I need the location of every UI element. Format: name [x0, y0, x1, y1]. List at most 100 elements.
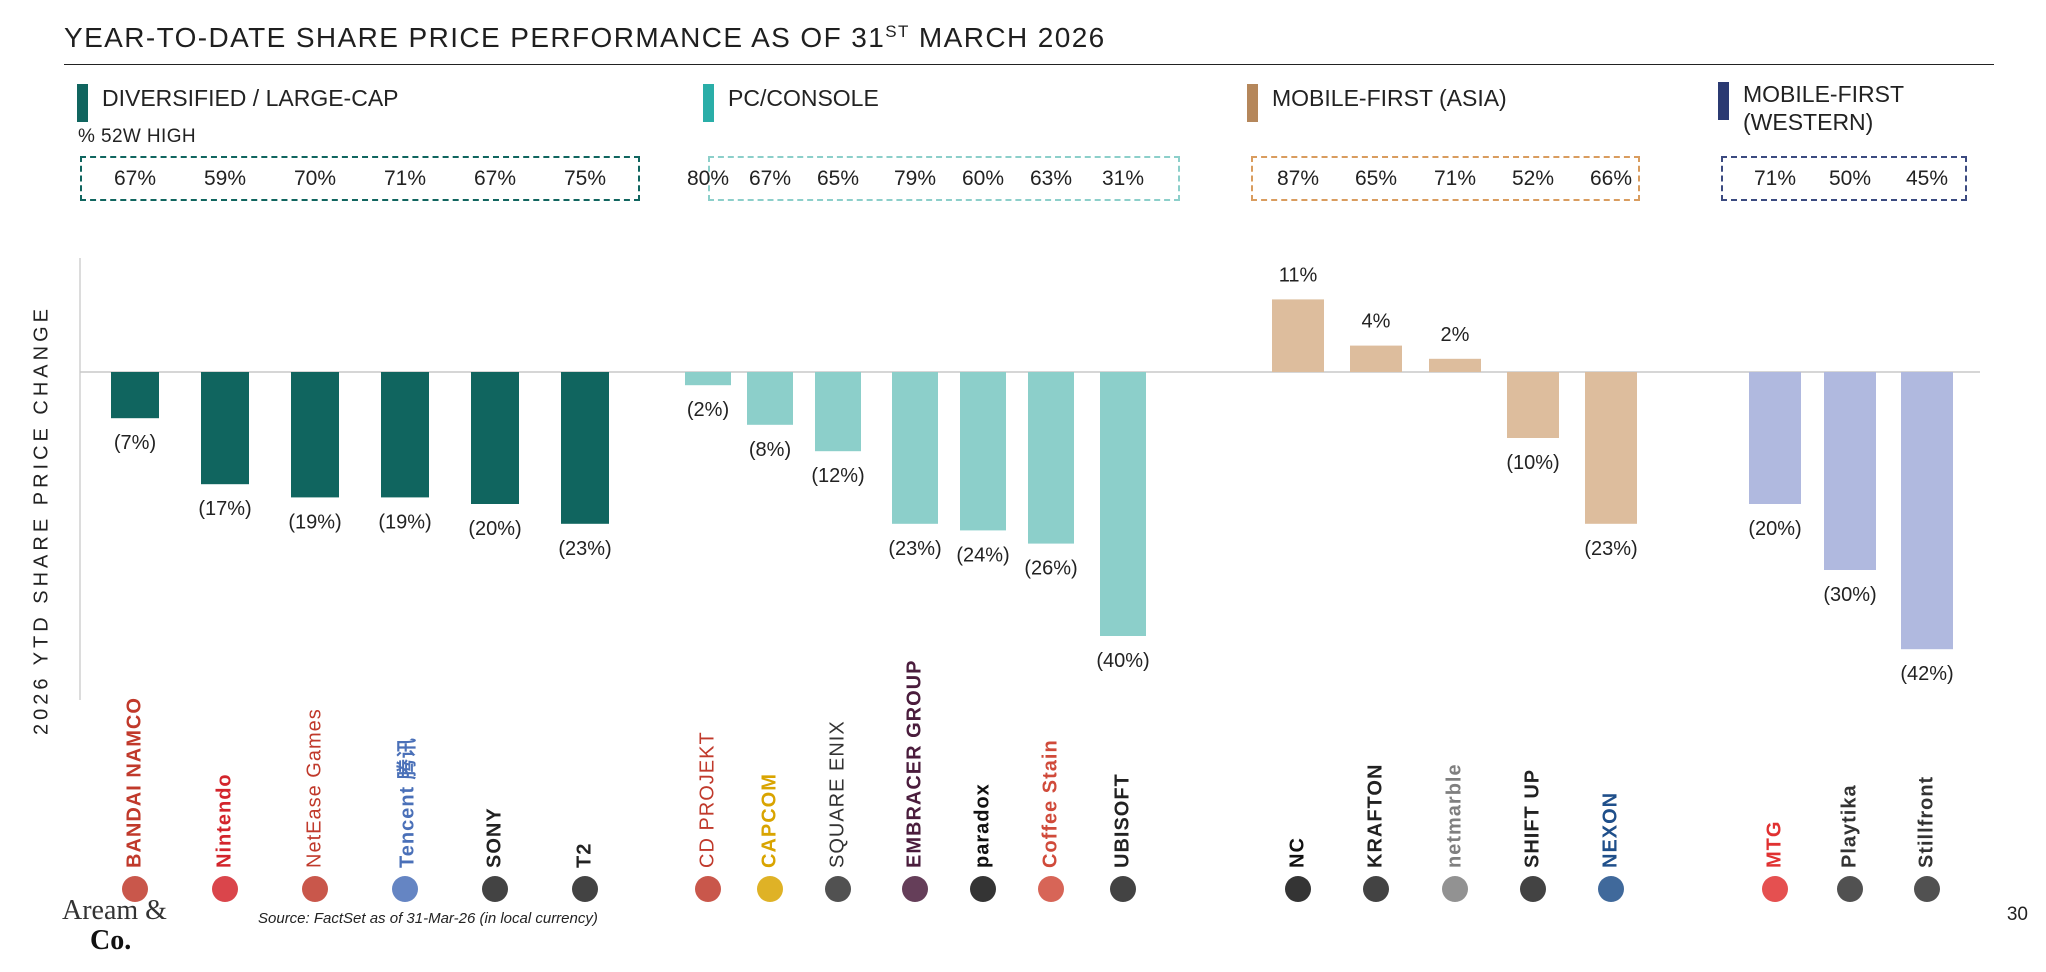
group-swatch-mobile-western	[1718, 82, 1729, 120]
logo-wordmark: Stillfront	[1915, 775, 1938, 868]
bar-18	[1749, 372, 1801, 504]
pct-52w-high-value: 80%	[686, 167, 730, 190]
group-label-diversified: DIVERSIFIED / LARGE-CAP	[102, 85, 399, 111]
pct-52w-high-value: 71%	[1753, 167, 1797, 190]
data-label-10: (24%)	[956, 544, 1009, 566]
krafton-logo-icon: KRAFTON	[1349, 718, 1403, 902]
cd-projekt-mark-icon	[695, 876, 721, 902]
logo-wordmark: NEXON	[1599, 791, 1622, 868]
group-label-mobile-western: MOBILE-FIRST (WESTERN)	[1743, 80, 1904, 136]
bar-20	[1901, 372, 1953, 650]
data-label-18: (20%)	[1748, 518, 1801, 540]
ncsoft-mark-icon	[1285, 876, 1311, 902]
group-label-mobile-asia: MOBILE-FIRST (ASIA)	[1272, 85, 1507, 111]
tencent-mark-icon	[392, 876, 418, 902]
capcom-logo-icon: CAPCOM	[743, 718, 797, 902]
logo-wordmark: Tencent 腾讯	[396, 737, 419, 868]
data-label-9: (23%)	[888, 538, 941, 560]
bar-19	[1824, 372, 1876, 570]
mtg-mark-icon	[1762, 876, 1788, 902]
netease-mark-icon	[302, 876, 328, 902]
bar-11	[1028, 372, 1074, 544]
stillfront-mark-icon	[1914, 876, 1940, 902]
pct-52w-box-mobile-asia: 87% 65% 71% 52% 66%	[1251, 156, 1640, 201]
group-swatch-pc-console	[703, 84, 714, 122]
ubisoft-logo-icon: UBISOFT	[1096, 718, 1150, 902]
nintendo-mark-icon	[212, 876, 238, 902]
group-label-pc-console: PC/CONSOLE	[728, 85, 879, 111]
pct-52w-box-mobile-western: 71% 50% 45%	[1721, 156, 1967, 201]
bar-5	[561, 372, 609, 524]
data-label-1: (17%)	[198, 498, 251, 520]
data-label-8: (12%)	[811, 465, 864, 487]
bar-16	[1507, 372, 1559, 438]
embracer-mark-icon	[902, 876, 928, 902]
data-label-6: (2%)	[687, 399, 729, 421]
bar-9	[892, 372, 938, 524]
bar-0	[111, 372, 159, 419]
square-enix-logo-icon: SQUARE ENIX	[811, 718, 865, 902]
data-label-4: (20%)	[468, 518, 521, 540]
logo-wordmark: SHIFT UP	[1521, 768, 1544, 868]
title-suffix: MARCH 2026	[909, 22, 1106, 53]
data-label-5: (23%)	[558, 538, 611, 560]
data-label-3: (19%)	[378, 511, 431, 533]
bandai-namco-logo-icon: BANDAI NAMCO	[108, 697, 162, 902]
logo-wordmark: NC	[1286, 837, 1309, 868]
pct-52w-high-value: 67%	[748, 167, 792, 190]
pct-52w-box-pc-console: 80% 67% 65% 79% 60% 63% 31%	[687, 156, 1180, 201]
group-label-mobile-western-line1: MOBILE-FIRST	[1743, 81, 1905, 107]
data-label-2: (19%)	[288, 511, 341, 533]
bar-8	[815, 372, 861, 452]
bar-1	[201, 372, 249, 485]
group-header-diversified: DIVERSIFIED / LARGE-CAP	[77, 84, 399, 122]
paradox-logo-icon: paradox	[956, 718, 1010, 902]
shift-up-logo-icon: SHIFT UP	[1506, 718, 1560, 902]
data-label-0: (7%)	[114, 432, 156, 454]
bar-17	[1585, 372, 1637, 524]
bar-14	[1350, 345, 1402, 372]
data-label-16: (10%)	[1506, 452, 1559, 474]
logo-wordmark: SQUARE ENIX	[826, 720, 849, 868]
data-label-19: (30%)	[1823, 584, 1876, 606]
bandai-namco-mark-icon	[122, 876, 148, 902]
data-label-15: 2%	[1441, 324, 1470, 346]
data-label-20: (42%)	[1900, 663, 1953, 685]
playtika-mark-icon	[1837, 876, 1863, 902]
group-header-pc-console: PC/CONSOLE	[703, 84, 879, 122]
logo-wordmark: Coffee Stain	[1039, 739, 1062, 868]
data-label-12: (40%)	[1096, 650, 1149, 672]
pct-52w-high-value: 65%	[816, 167, 860, 190]
logo-wordmark: EMBRACER GROUP	[903, 659, 926, 868]
tencent-logo-icon: Tencent 腾讯	[378, 718, 432, 902]
mtg-logo-icon: MTG	[1748, 718, 1802, 902]
bar-7	[747, 372, 793, 425]
logo-wordmark: UBISOFT	[1111, 773, 1134, 868]
data-label-14: 4%	[1362, 311, 1391, 333]
stillfront-logo-icon: Stillfront	[1900, 718, 1954, 902]
data-label-13: 11%	[1279, 264, 1318, 286]
logo-wordmark: paradox	[971, 783, 994, 868]
bar-15	[1429, 358, 1481, 372]
pct-52w-high-value: 79%	[893, 167, 937, 190]
logo-wordmark: netmarble	[1443, 763, 1466, 868]
pct-52w-high-value: 71%	[383, 167, 427, 190]
ncsoft-logo-icon: NC	[1271, 718, 1325, 902]
bar-3	[381, 372, 429, 498]
data-label-11: (26%)	[1024, 558, 1077, 580]
pct-52w-high-value: 59%	[203, 167, 247, 190]
square-enix-mark-icon	[825, 876, 851, 902]
sony-logo-icon: SONY	[468, 718, 522, 902]
pct-52w-high-value: 31%	[1101, 167, 1145, 190]
pct-52w-high-value: 52%	[1511, 167, 1555, 190]
take-two-logo-icon: T2	[558, 718, 612, 902]
logo-wordmark: CD PROJEKT	[696, 731, 719, 868]
logo-wordmark: MTG	[1763, 820, 1786, 868]
logo-wordmark: T2	[573, 842, 596, 868]
capcom-mark-icon	[757, 876, 783, 902]
sony-mark-icon	[482, 876, 508, 902]
krafton-mark-icon	[1363, 876, 1389, 902]
page-number: 30	[2006, 904, 2028, 925]
